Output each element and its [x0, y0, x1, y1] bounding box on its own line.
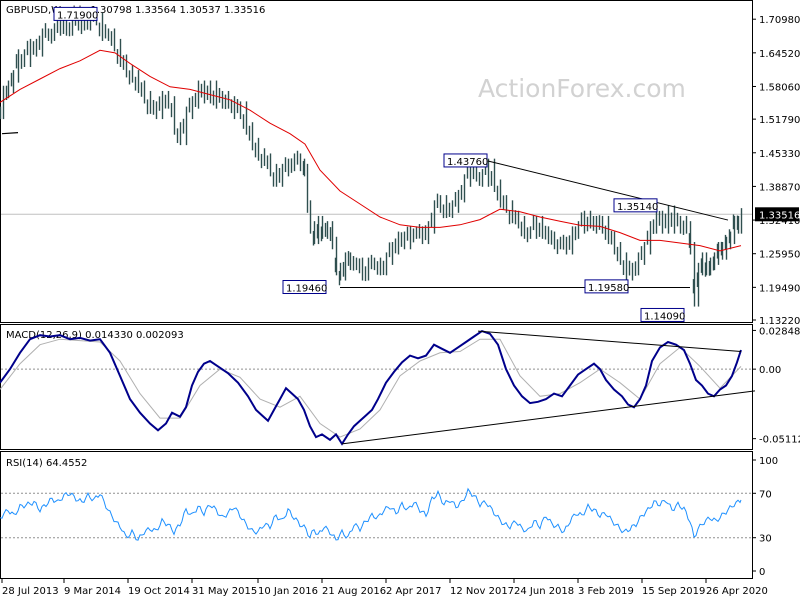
- x-axis-label: 10 Jan 2016: [258, 586, 318, 597]
- level-label-box: [613, 198, 658, 213]
- x-axis-label: 26 Apr 2020: [706, 586, 768, 597]
- price-layer: [0, 7, 752, 307]
- x-axis-label: 15 Sep 2019: [642, 586, 705, 597]
- price-axis-label: 1.64520: [759, 49, 800, 60]
- price-panel-frame: [0, 0, 753, 323]
- price-axis-label: 1.38870: [759, 182, 800, 193]
- level-label: 1.35140: [617, 202, 658, 213]
- level-label: 1.14090: [644, 311, 685, 322]
- x-axis-label: 28 Jul 2013: [2, 586, 59, 597]
- price-axis-label: 1.70980: [759, 15, 800, 26]
- level-label: 1.43760: [447, 157, 488, 168]
- rsi-panel-frame: [0, 451, 753, 579]
- rsi-axis-label: 30: [759, 534, 772, 545]
- macd-axis-label: 0.00: [759, 365, 781, 376]
- x-axis: 28 Jul 2013 9 Mar 2014 19 Oct 2014 31 May 2…: [1, 578, 768, 597]
- price-axis-label: 1.45330: [759, 149, 800, 160]
- rsi-axis-label: 100: [759, 456, 778, 467]
- price-axis: 1.70980 1.64520 1.58060 1.51790 1.45330 1.388…: [752, 15, 800, 327]
- x-axis-label: 24 Jun 2018: [514, 586, 574, 597]
- macd-title: MACD(12,26,9) 0.014330 0.002093: [6, 330, 184, 341]
- x-axis-label: 9 Mar 2014: [64, 586, 121, 597]
- rsi-axis: 100 70 30 0: [752, 456, 778, 578]
- watermark: ActionForex.com: [478, 74, 686, 103]
- price-axis-label: 1.13220: [759, 316, 800, 327]
- moving-average-line: [0, 49, 742, 252]
- macd-line: [0, 329, 742, 446]
- macd-axis-label: -0.051125: [759, 435, 800, 446]
- rsi-axis-label: 70: [759, 489, 772, 500]
- price-level-labels: 1.71900 1.43760 1.35140 1.19460 1.19580 1.140…: [53, 6, 685, 322]
- level-label-box: [53, 6, 98, 21]
- x-axis-label: 3 Feb 2019: [578, 586, 634, 597]
- level-label-box: [584, 279, 629, 294]
- level-label-box: [640, 307, 685, 322]
- x-axis-label: 19 Oct 2014: [128, 586, 190, 597]
- x-axis-label: 31 May 2015: [192, 586, 257, 597]
- level-label: 1.19580: [588, 283, 629, 294]
- x-axis-label: 2 Apr 2017: [386, 586, 441, 597]
- x-axis-label: 21 Aug 2016: [322, 586, 386, 597]
- price-axis-label: 1.58060: [759, 82, 800, 93]
- level-label: 1.71900: [57, 10, 98, 21]
- rsi-line: [0, 487, 742, 541]
- last-price-label: 1.33516: [759, 210, 800, 221]
- price-axis-label: 1.32410: [759, 216, 800, 227]
- last-price-tag: [755, 207, 799, 222]
- price-header: GBPUSD,Weekly 1.30798 1.33564 1.30537 1.…: [6, 5, 265, 16]
- price-axis-label: 1.25950: [759, 250, 800, 261]
- price-trendline: [487, 160, 729, 221]
- macd-layer: [0, 329, 756, 446]
- macd-axis-label: 0.028489: [759, 326, 800, 337]
- price-axis-label: 1.19490: [759, 283, 800, 294]
- rsi-title: RSI(14) 64.4552: [6, 458, 87, 469]
- level-label: 1.19460: [286, 284, 327, 295]
- price-axis-label: 1.51790: [759, 115, 800, 126]
- x-axis-label: 12 Nov 2017: [450, 586, 514, 597]
- level-label-box: [282, 280, 327, 295]
- macd-trendline: [477, 330, 742, 352]
- macd-trendline: [341, 390, 756, 445]
- level-label-box: [443, 153, 488, 168]
- price-marker-segment: [1, 132, 19, 135]
- macd-axis: 0.028489 0.00 -0.051125: [752, 326, 800, 446]
- rsi-layer: [0, 487, 752, 541]
- macd-signal-line: [0, 338, 742, 438]
- rsi-axis-label: 0: [759, 567, 765, 578]
